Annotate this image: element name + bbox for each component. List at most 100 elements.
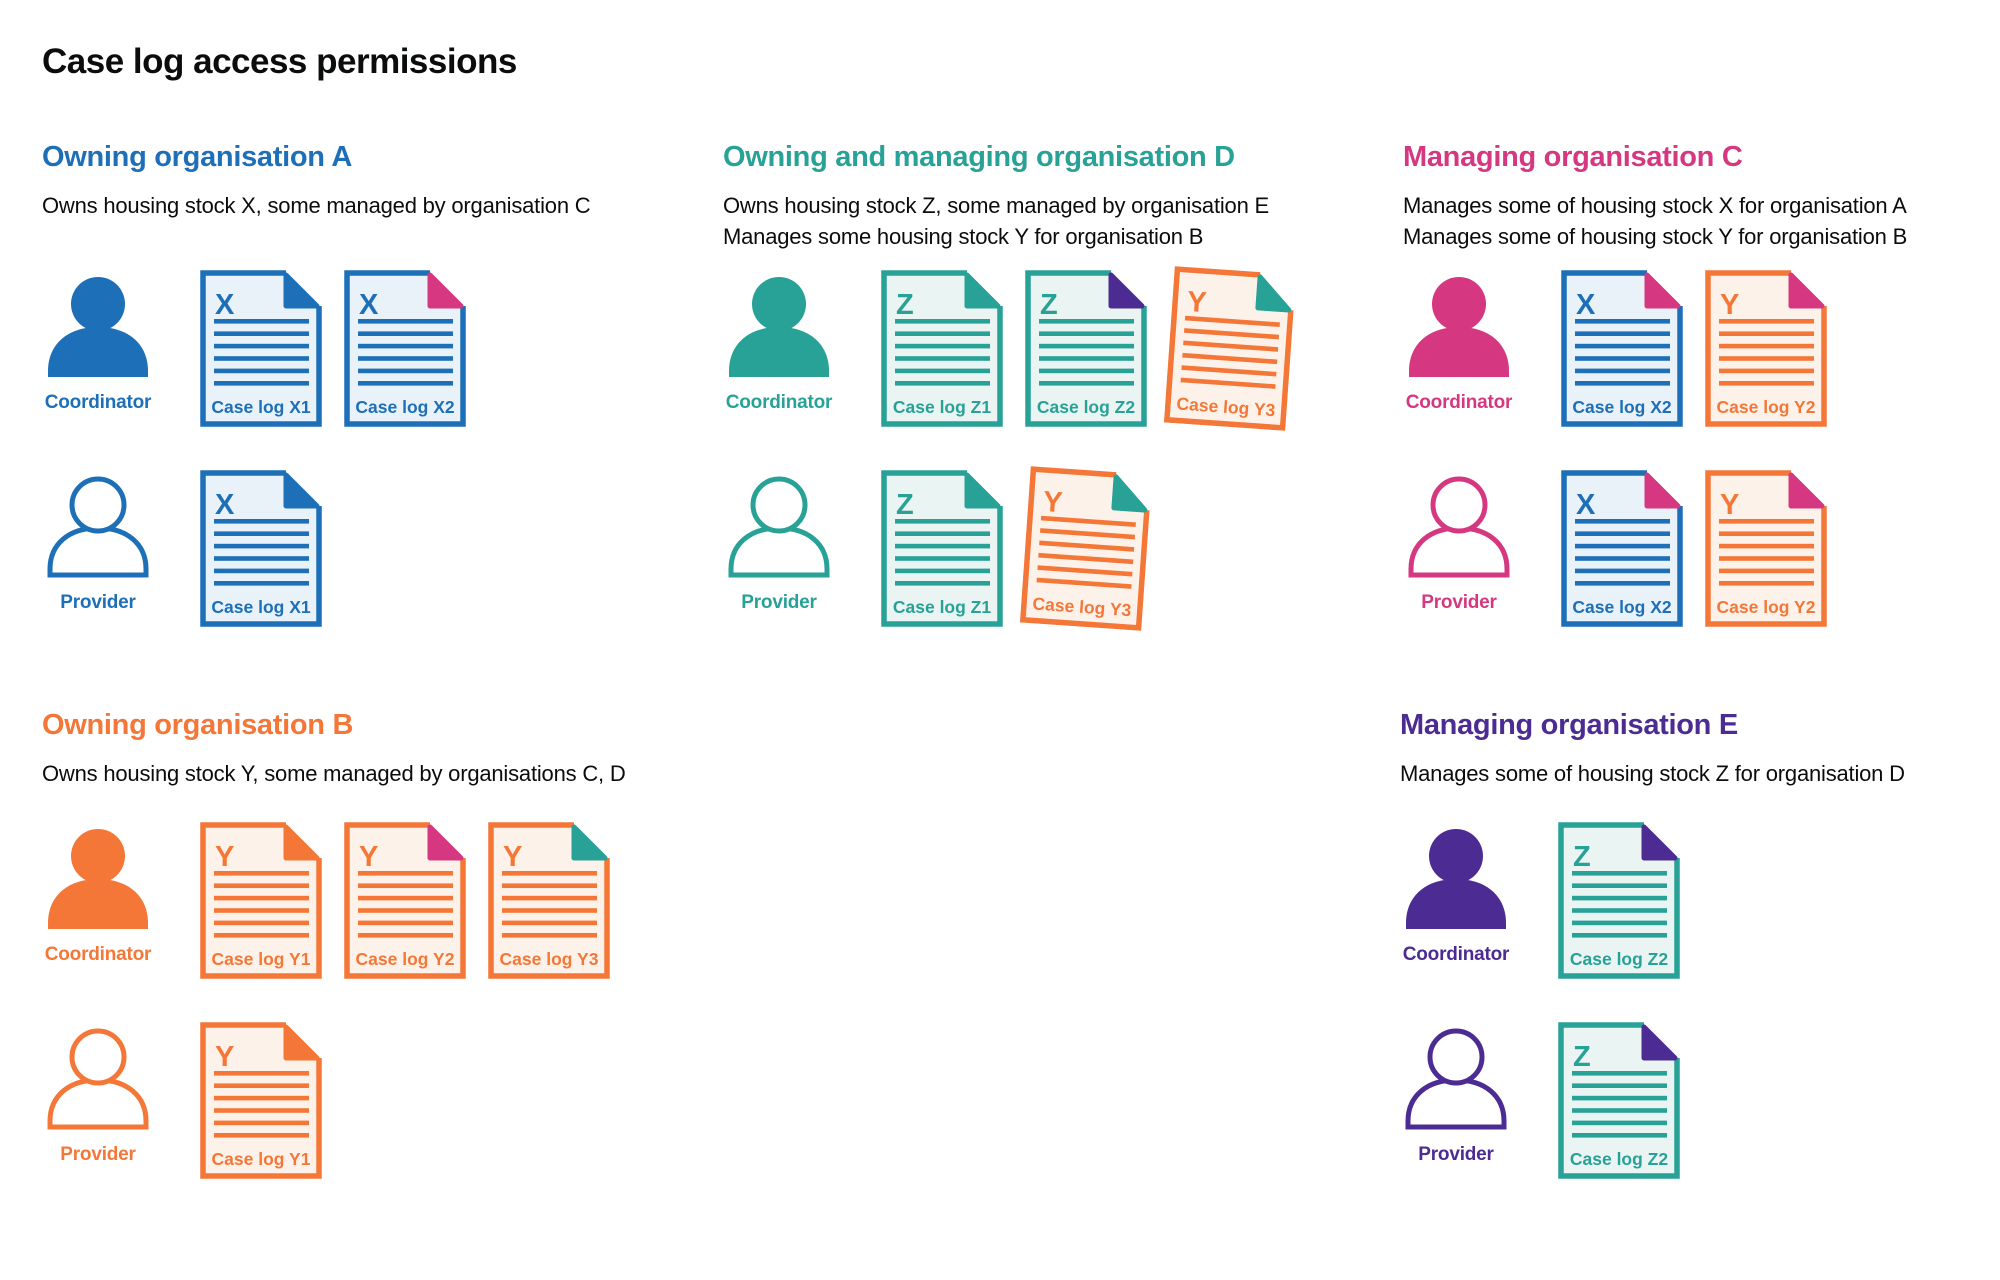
stock-letter: X [215, 489, 235, 521]
doc-case-log-x2: X Case log X2 [1561, 270, 1683, 427]
person-head [1427, 1028, 1485, 1086]
document-page [203, 825, 319, 976]
case-log-document-icon: Y Case log Y2 [344, 822, 466, 979]
provider-figure: Provider [1403, 476, 1515, 614]
document-page [1561, 1025, 1677, 1176]
description-line: Owns housing stock Y, some managed by or… [42, 761, 626, 787]
section-owning-organisation-b: Owning organisation B Owns housing stock … [42, 710, 702, 1270]
person-body [729, 327, 829, 377]
stock-letter: Z [1573, 1041, 1591, 1073]
document-label: Case log Z1 [893, 397, 991, 417]
doc-case-log-y2: Y Case log Y2 [1705, 270, 1827, 427]
document-border [1558, 822, 1680, 979]
section-description: Manages some of housing stock Z for orga… [1400, 758, 2000, 789]
document-label: Case log X2 [355, 397, 454, 417]
permission-row-coordinator: Coordinator Z Case log Z1 Z Case log Z2 Y Case… [723, 266, 1383, 445]
person-outline-icon [47, 1028, 149, 1130]
case-log-document-icon: Y Case log Y3 [488, 822, 610, 979]
case-log-document-icon: Z Case log Z2 [1558, 1022, 1680, 1179]
document-label: Case log X1 [211, 397, 310, 417]
doc-case-log-y2: Y Case log Y2 [344, 822, 466, 979]
document-text-lines [214, 1071, 309, 1138]
document-border [1705, 470, 1827, 627]
document-fold-corner [1111, 474, 1148, 513]
person-body [728, 525, 830, 578]
doc-case-log-x1: X Case log X1 [200, 470, 322, 627]
role-label: Provider [1421, 592, 1497, 613]
provider-figure: Provider [723, 476, 835, 614]
stock-letter: Y [503, 841, 522, 873]
document-border [344, 270, 466, 427]
document-text-lines [1036, 515, 1136, 589]
section-heading: Managing organisation C [1403, 141, 1743, 173]
document-text-lines [214, 319, 309, 386]
document-border [488, 822, 610, 979]
document-label: Case log Y1 [212, 1149, 311, 1169]
document-label: Case log Y2 [356, 949, 455, 969]
case-log-document-icon: Y Case log Y1 [200, 1022, 322, 1179]
document-page [884, 473, 1000, 624]
stock-letter: X [215, 289, 235, 321]
doc-case-log-y1: Y Case log Y1 [200, 1022, 322, 1179]
coordinator-figure: Coordinator [42, 276, 154, 414]
documents-row: X Case log X1 [200, 470, 322, 627]
doc-case-log-y3: Y Case log Y3 [1019, 466, 1153, 631]
section-heading: Managing organisation E [1400, 709, 1738, 741]
case-log-document-icon: X Case log X1 [200, 270, 322, 427]
coordinator-figure: Coordinator [1403, 276, 1515, 414]
document-page [1028, 273, 1144, 424]
doc-case-log-z2: Z Case log Z2 [1558, 1022, 1680, 1179]
documents-row: X Case log X2 Y Case log Y2 [1561, 470, 1827, 627]
coordinator-figure: Coordinator [42, 828, 154, 966]
document-text-lines [895, 319, 990, 386]
doc-case-log-z1: Z Case log Z1 [881, 470, 1003, 627]
doc-case-log-y3: Y Case log Y3 [488, 822, 610, 979]
document-text-lines [1575, 319, 1670, 386]
document-page [1708, 273, 1824, 424]
case-log-document-icon: Z Case log Z1 [881, 270, 1003, 427]
case-log-document-icon: X Case log X1 [200, 470, 322, 627]
coordinator-figure: Coordinator [1400, 828, 1512, 966]
case-log-document-icon: Z Case log Z2 [1025, 270, 1147, 427]
document-border [1025, 270, 1147, 427]
coordinator-figure: Coordinator [723, 276, 835, 414]
stock-letter: Z [896, 289, 914, 321]
documents-row: Y Case log Y1 [200, 1022, 322, 1179]
document-border [200, 270, 322, 427]
documents-row: Z Case log Z1 Z Case log Z2 Y Case log Y3 [881, 266, 1294, 431]
case-log-document-icon: X Case log X2 [344, 270, 466, 427]
section-managing-organisation-e: Managing organisation E Manages some of h… [1400, 710, 2000, 1270]
permission-row-provider: Provider X Case log X2 Y Case log Y2 [1403, 470, 2000, 645]
document-text-lines [1039, 319, 1134, 386]
document-page [491, 825, 607, 976]
case-log-document-icon: Y Case log Y2 [1705, 470, 1827, 627]
document-fold-corner [1788, 272, 1825, 309]
document-fold-corner [283, 1024, 320, 1061]
stock-letter: Y [1720, 289, 1739, 321]
document-border [881, 470, 1003, 627]
document-border [200, 1022, 322, 1179]
document-label: Case log X2 [1572, 397, 1671, 417]
stock-letter: Z [896, 489, 914, 521]
person-head [1432, 277, 1486, 331]
stock-letter: Z [1573, 841, 1591, 873]
stock-letter: X [1576, 489, 1596, 521]
document-text-lines [1180, 315, 1280, 389]
description-line: Manages some of housing stock X for orga… [1403, 193, 1907, 219]
description-line: Owns housing stock X, some managed by or… [42, 193, 591, 219]
person-filled-icon [729, 277, 829, 377]
document-text-lines [1575, 519, 1670, 586]
person-body [1409, 327, 1509, 377]
provider-figure: Provider [42, 476, 154, 614]
document-fold-corner [283, 824, 320, 861]
document-text-lines [358, 319, 453, 386]
document-text-lines [1572, 1071, 1667, 1138]
document-label: Case log Z2 [1570, 949, 1668, 969]
doc-case-log-x2: X Case log X2 [1561, 470, 1683, 627]
document-fold-corner [1108, 272, 1145, 309]
permission-row-coordinator: Coordinator Z Case log Z2 [1400, 822, 2000, 997]
document-text-lines [1719, 319, 1814, 386]
person-filled-icon [48, 277, 148, 377]
person-body [48, 879, 148, 929]
